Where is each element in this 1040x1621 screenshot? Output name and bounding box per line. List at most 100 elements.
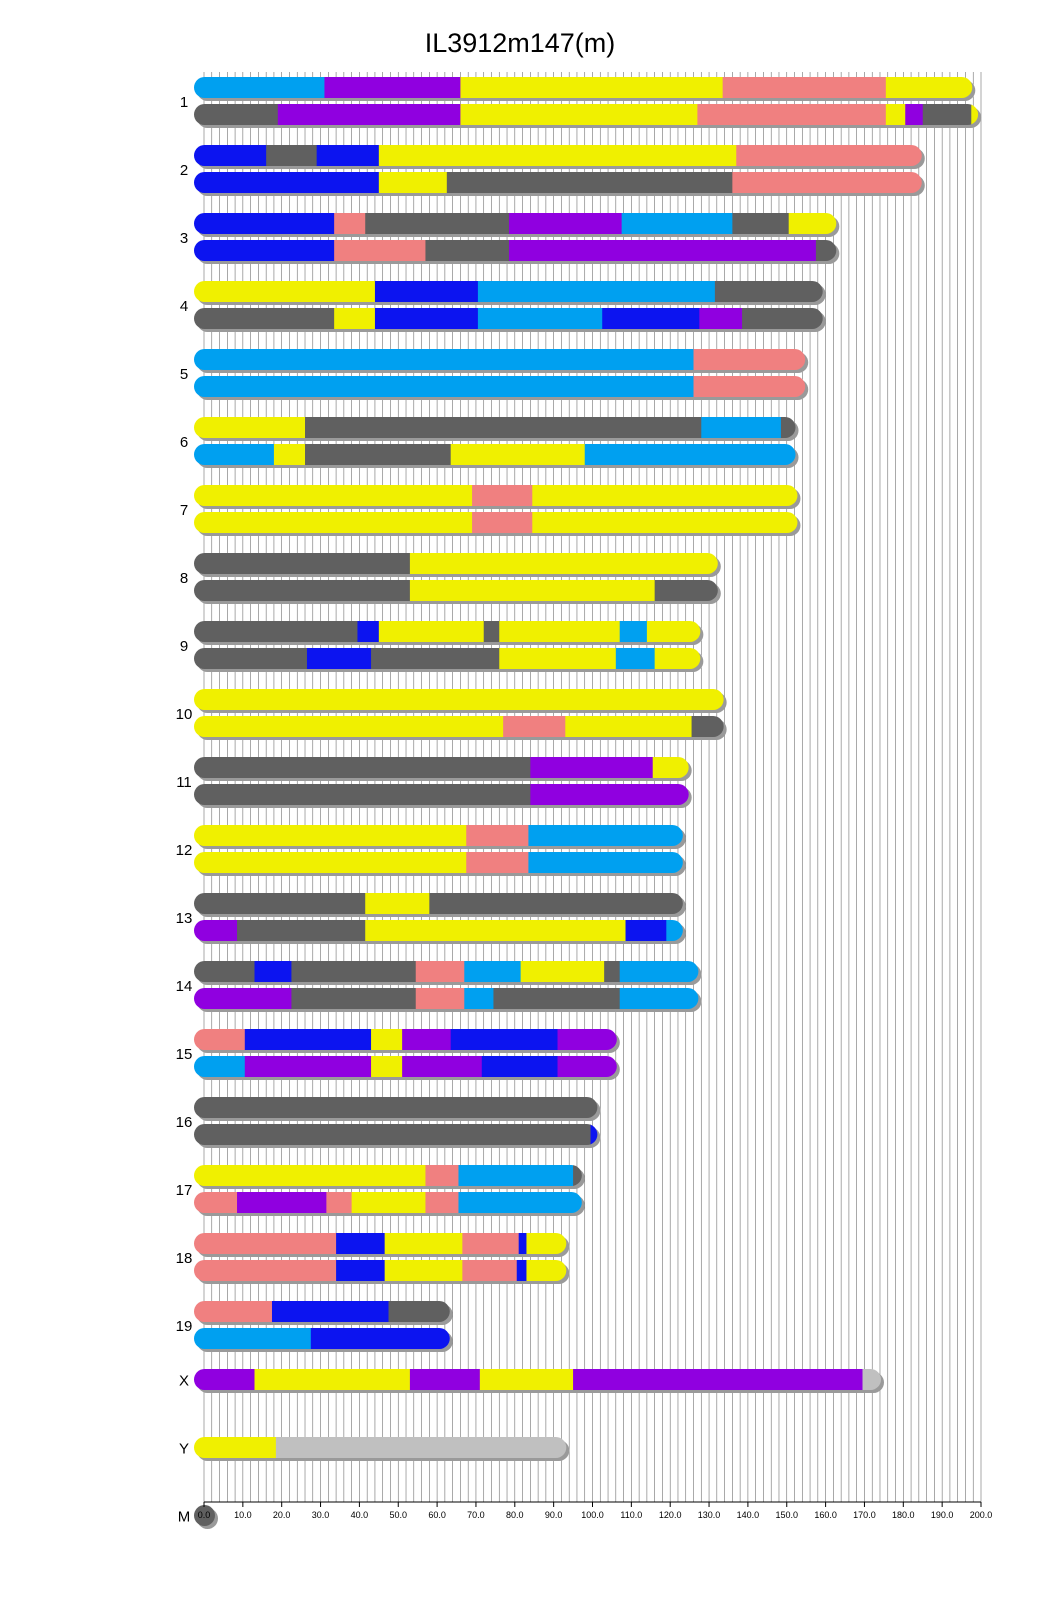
segment-yellow <box>194 716 504 737</box>
segment-blue <box>306 648 372 669</box>
segment-lightblue <box>619 988 699 1009</box>
segment-blue <box>374 281 479 302</box>
segment-gray <box>194 893 366 914</box>
segment-yellow <box>409 580 656 601</box>
haplotype-bar <box>194 580 718 601</box>
segment-gray <box>194 784 531 805</box>
segment-blue <box>336 1260 386 1281</box>
segment-gray <box>194 553 411 574</box>
segment-yellow <box>384 1233 463 1254</box>
segment-lightblue <box>477 281 716 302</box>
haplotype-bar <box>194 172 922 193</box>
segment-yellow <box>526 1260 567 1281</box>
x-tick-label: 40.0 <box>351 1510 369 1520</box>
haplotype-bar <box>194 444 796 465</box>
segment-lightblue <box>619 961 699 982</box>
segment-blue <box>590 1124 598 1145</box>
segment-salmon <box>722 77 887 98</box>
chromosome-label: 10 <box>176 706 193 723</box>
segment-yellow <box>194 1165 426 1186</box>
segment-salmon <box>462 1260 518 1281</box>
segment-lightblue <box>194 444 275 465</box>
haplotype-bar <box>194 1328 450 1349</box>
segment-blue <box>336 1233 386 1254</box>
segment-lightblue <box>194 349 694 370</box>
x-tick-label: 10.0 <box>234 1510 252 1520</box>
segment-gray <box>291 961 417 982</box>
segment-lightblue <box>464 961 522 982</box>
segment-yellow <box>652 757 689 778</box>
segment-gray <box>446 172 733 193</box>
segment-yellow <box>194 485 473 506</box>
segment-yellow <box>788 213 837 234</box>
x-tick-label: 190.0 <box>931 1510 954 1520</box>
segment-yellow <box>194 852 467 873</box>
segment-purple <box>557 1056 617 1077</box>
segment-purple <box>530 757 654 778</box>
x-tick-label: 60.0 <box>428 1510 446 1520</box>
haplotype-bar <box>194 1369 881 1390</box>
segment-purple <box>530 784 689 805</box>
segment-salmon <box>425 1192 459 1213</box>
segment-yellow <box>384 1260 463 1281</box>
segment-blue <box>254 961 292 982</box>
segment-gray <box>194 621 358 642</box>
segment-yellow <box>254 1369 411 1390</box>
chart-title: IL3912m147(m) <box>424 28 616 58</box>
haplotype-bar <box>194 485 798 506</box>
segment-purple <box>402 1029 452 1050</box>
haplotype-bar <box>194 648 701 669</box>
segment-gray <box>237 920 366 941</box>
x-tick-label: 200.0 <box>970 1510 993 1520</box>
segment-blue <box>244 1029 372 1050</box>
haplotype-bar <box>194 349 806 370</box>
segment-lightblue <box>477 308 603 329</box>
segment-yellow <box>565 716 692 737</box>
segment-salmon <box>194 1192 238 1213</box>
chromosome-label: 5 <box>180 366 188 383</box>
segment-yellow <box>194 281 376 302</box>
segment-salmon <box>736 145 922 166</box>
segment-gray <box>365 213 510 234</box>
segment-yellow <box>499 621 621 642</box>
segment-gray <box>194 757 531 778</box>
x-tick-label: 110.0 <box>620 1510 642 1520</box>
haplotype-bar <box>194 308 823 329</box>
segment-salmon <box>472 485 533 506</box>
x-tick-label: 180.0 <box>892 1510 915 1520</box>
segment-lightblue <box>528 825 683 846</box>
segment-yellow <box>378 621 485 642</box>
x-tick-label: 100.0 <box>581 1510 604 1520</box>
haplotype-bar <box>194 961 699 982</box>
segment-blue <box>374 308 479 329</box>
x-tick-label: 160.0 <box>814 1510 837 1520</box>
segment-gray <box>305 417 702 438</box>
segment-lightblue <box>194 1056 246 1077</box>
segment-blue <box>316 145 380 166</box>
segment-yellow <box>526 1233 567 1254</box>
haplotype-bar <box>194 757 689 778</box>
segment-blue <box>602 308 700 329</box>
segment-gray <box>493 988 621 1009</box>
segment-gray <box>371 648 500 669</box>
haplotype-bar <box>194 1505 215 1526</box>
haplotype-bar <box>194 1097 598 1118</box>
segment-gray <box>604 961 621 982</box>
segment-gray <box>691 716 724 737</box>
segment-gray <box>425 240 510 261</box>
segment-gray <box>194 104 279 125</box>
segment-salmon <box>334 240 426 261</box>
segment-blue <box>194 240 335 261</box>
segment-yellow <box>194 417 306 438</box>
segment-purple <box>402 1056 483 1077</box>
chromosome-label: 7 <box>180 502 188 519</box>
chromosome-label: 12 <box>176 842 193 859</box>
segment-yellow <box>194 1437 277 1458</box>
segment-yellow <box>460 104 698 125</box>
segment-gray <box>573 1165 582 1186</box>
haplotype-bar <box>194 553 718 574</box>
segment-yellow <box>194 825 467 846</box>
haplotype-bar <box>194 376 806 397</box>
